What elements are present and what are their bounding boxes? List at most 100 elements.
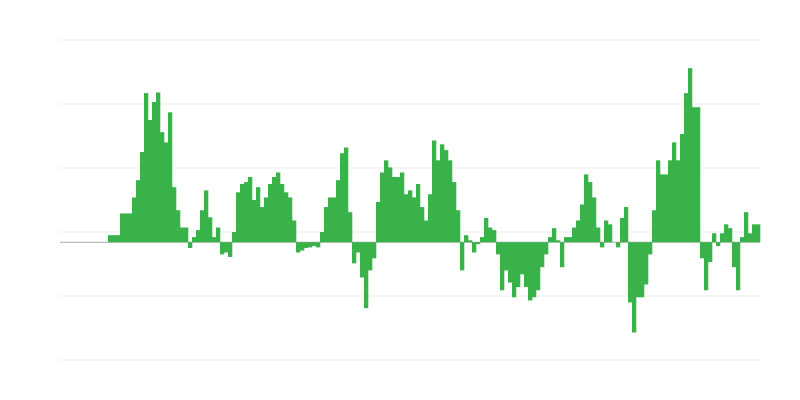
bar-144 (684, 93, 689, 243)
bar-124 (604, 220, 609, 243)
bar-50 (308, 242, 313, 248)
bar-8 (140, 152, 145, 243)
bar-34 (244, 182, 249, 243)
bar-33 (240, 184, 245, 243)
bar-61 (352, 242, 357, 264)
bar-31 (232, 232, 237, 243)
bar-73 (400, 172, 405, 243)
bar-0 (108, 235, 113, 243)
bar-17 (176, 210, 181, 243)
bar-113 (560, 242, 565, 268)
bar-76 (412, 197, 417, 243)
bar-28 (220, 242, 225, 255)
bar-158 (740, 237, 745, 243)
bar-42 (276, 172, 281, 243)
bar-130 (628, 242, 633, 303)
bar-11 (152, 102, 157, 243)
bar-79 (424, 220, 429, 243)
bar-32 (236, 192, 241, 243)
bar-12 (156, 92, 161, 243)
bar-4 (124, 213, 129, 243)
bar-128 (620, 217, 625, 243)
bar-117 (576, 220, 581, 243)
bar-115 (568, 237, 573, 243)
bar-52 (316, 242, 321, 248)
bar-122 (596, 227, 601, 243)
bar-149 (704, 242, 709, 291)
bar-97 (496, 242, 501, 255)
bar-147 (696, 107, 701, 243)
bar-58 (340, 153, 345, 243)
bar-153 (720, 233, 725, 243)
bar-106 (532, 242, 537, 298)
bar-69 (384, 160, 389, 243)
bar-63 (360, 242, 365, 278)
bar-107 (536, 242, 541, 291)
bar-142 (676, 160, 681, 243)
bar-57 (336, 180, 341, 243)
bar-95 (488, 227, 493, 243)
bar-36 (252, 200, 257, 243)
bar-10 (148, 120, 153, 243)
bar-81 (432, 140, 437, 243)
bar-111 (552, 228, 557, 243)
bar-129 (624, 207, 629, 243)
bar-74 (404, 194, 409, 243)
bar-136 (652, 210, 657, 243)
bar-150 (708, 242, 713, 263)
bar-161 (752, 224, 757, 243)
bar-118 (580, 204, 585, 243)
bar-43 (280, 184, 285, 243)
bar-89 (464, 235, 469, 243)
bar-138 (660, 174, 665, 243)
bar-121 (592, 197, 597, 243)
bar-30 (228, 242, 233, 257)
bar-143 (680, 134, 685, 243)
bar-20 (188, 242, 193, 248)
bar-60 (348, 212, 353, 243)
bar-5 (128, 213, 133, 243)
bar-45 (288, 197, 293, 243)
bar-139 (664, 174, 669, 243)
bar-112 (556, 240, 561, 243)
bar-134 (644, 242, 649, 285)
bar-99 (504, 242, 509, 271)
bar-14 (164, 142, 169, 243)
bar-103 (520, 242, 525, 275)
bar-1 (112, 235, 117, 243)
bar-91 (472, 242, 477, 253)
bar-101 (512, 242, 517, 298)
bar-133 (640, 242, 645, 298)
bar-152 (716, 242, 721, 247)
bar-64 (364, 242, 369, 309)
bar-90 (468, 240, 473, 243)
bar-105 (528, 242, 533, 301)
bar-98 (500, 242, 505, 291)
bar-3 (120, 213, 125, 243)
bar-155 (728, 228, 733, 243)
bar-83 (440, 144, 445, 243)
bar-47 (296, 242, 301, 253)
bar-67 (376, 201, 381, 243)
bar-13 (160, 132, 165, 243)
bar-146 (692, 107, 697, 243)
bar-154 (724, 224, 729, 243)
bar-51 (312, 242, 317, 247)
bar-62 (356, 242, 361, 253)
bar-49 (304, 242, 309, 248)
bar-75 (408, 190, 413, 243)
bar-141 (672, 142, 677, 243)
bar-21 (192, 237, 197, 243)
bar-132 (636, 242, 641, 298)
bar-35 (248, 176, 253, 243)
bar-66 (372, 242, 377, 259)
bar-102 (516, 242, 521, 288)
bar-94 (484, 217, 489, 243)
bar-55 (328, 197, 333, 243)
bars (108, 68, 761, 333)
bar-85 (448, 160, 453, 243)
bar-9 (144, 93, 149, 243)
bar-120 (588, 182, 593, 243)
bar-82 (436, 160, 441, 243)
bar-114 (564, 237, 569, 243)
